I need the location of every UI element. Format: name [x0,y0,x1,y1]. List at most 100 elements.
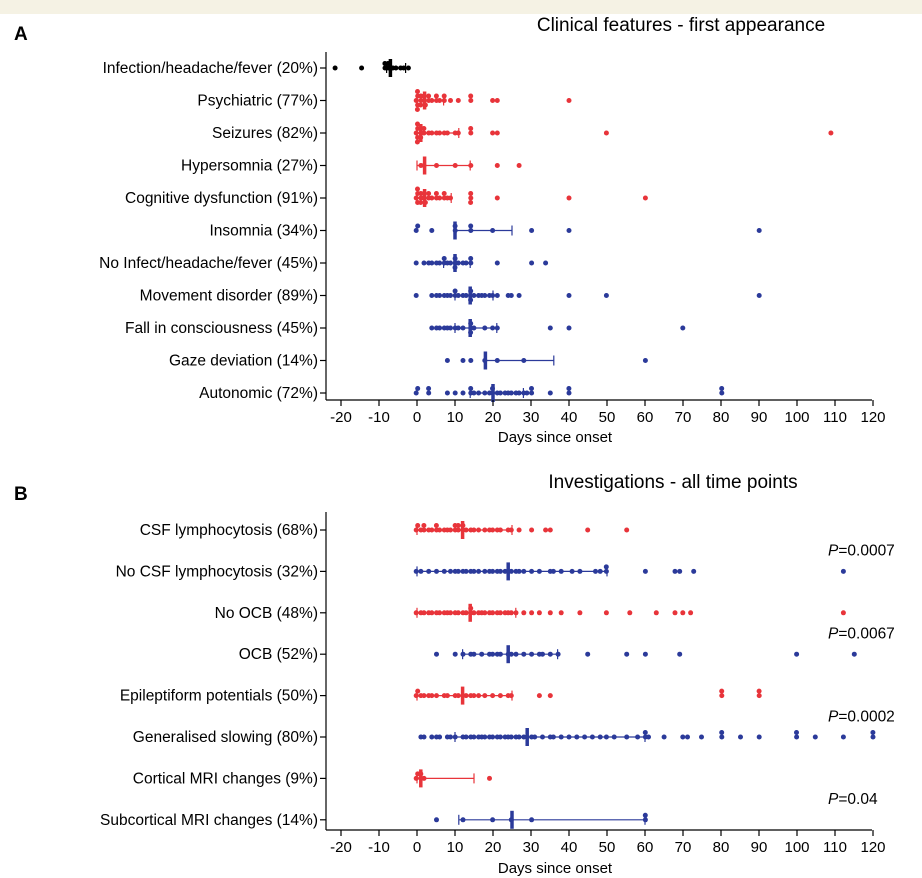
data-point [460,817,466,823]
data-point [413,228,419,233]
data-point [414,139,420,145]
data-point [642,358,648,363]
data-point [482,693,488,699]
data-point [513,610,519,616]
data-point [455,293,461,298]
p-value-annotation: P=0.0007 [828,543,895,560]
data-point [421,126,427,131]
data-point [611,734,617,740]
x-tick-label: 20 [485,409,502,426]
data-point [460,651,466,657]
data-point [468,195,474,201]
x-tick-label: 50 [599,839,616,856]
data-point [642,812,648,818]
data-point [426,93,432,99]
data-point [529,390,535,396]
data-point [490,130,496,136]
data-point [756,688,762,694]
data-point [490,527,496,533]
data-point [566,734,572,740]
p-value-annotation: P=0.0002 [828,708,895,725]
data-point [566,325,572,331]
data-point [680,325,686,331]
data-point [529,610,535,616]
row-1-5: Generalised slowing (80%) [133,728,876,746]
data-point [536,610,542,616]
data-point [418,568,424,574]
data-point [558,568,564,574]
row-0-7: Movement disorder (89%) [140,286,762,305]
data-point [497,734,503,740]
data-point [566,98,572,103]
data-point [414,107,420,112]
data-point [471,325,477,331]
row-1-7: Subcortical MRI changes (14%) [100,810,648,829]
data-point [455,693,461,699]
data-point [471,693,477,699]
data-point [471,651,477,657]
data-point [468,200,474,205]
row-0-8: Fall in consciousness (45%) [125,319,686,337]
data-point [677,568,683,574]
data-point [421,775,427,781]
data-point [490,325,496,331]
data-point [482,527,488,533]
data-point [448,195,453,201]
x-tick-label: 30 [523,839,540,856]
data-point [434,693,439,699]
data-point [524,390,530,396]
data-point [418,200,424,205]
x-tick-label: 0 [413,409,421,426]
category-label: Epileptiform potentials (50%) [120,688,318,705]
data-point [685,734,690,740]
data-point [851,651,857,657]
data-point [415,523,421,528]
data-point [677,651,683,657]
data-point [624,734,630,740]
data-point [429,228,435,233]
data-point [508,651,514,657]
x-tick-label: 40 [561,839,578,856]
data-point [463,527,469,533]
data-point [521,610,527,616]
x-tick-label: 80 [713,839,730,856]
category-label: Cortical MRI changes (9%) [133,770,318,787]
row-1-2: No OCB (48%) [215,603,846,622]
data-point [448,325,453,331]
data-point [437,130,443,136]
data-point [521,651,527,657]
data-point [468,358,474,363]
data-point [543,260,549,266]
data-point [870,730,876,735]
data-point [463,568,469,574]
data-point [508,568,514,574]
data-point [653,610,659,616]
data-point [756,693,762,699]
row-0-5: Insomnia (34%) [209,221,762,240]
x-tick-label: -10 [368,409,390,426]
data-point [359,65,365,71]
data-point [566,390,572,396]
data-point [566,228,572,233]
data-point [642,195,648,201]
data-point [429,610,435,616]
data-point [482,734,488,740]
data-point [516,568,522,574]
data-point [566,293,572,298]
data-point [529,228,535,233]
data-point [476,693,482,699]
data-point [468,191,474,196]
data-point [529,260,535,266]
data-point [415,386,421,391]
data-point [463,693,469,699]
panel-b: B Investigations - all time points CSF l… [14,472,895,877]
data-point [529,568,535,574]
data-point [672,568,678,574]
data-point [482,293,488,298]
data-point [468,163,474,168]
category-label: Autonomic (72%) [199,385,318,402]
x-tick-label: 0 [413,839,421,856]
data-point [463,610,469,616]
data-point [413,568,419,574]
